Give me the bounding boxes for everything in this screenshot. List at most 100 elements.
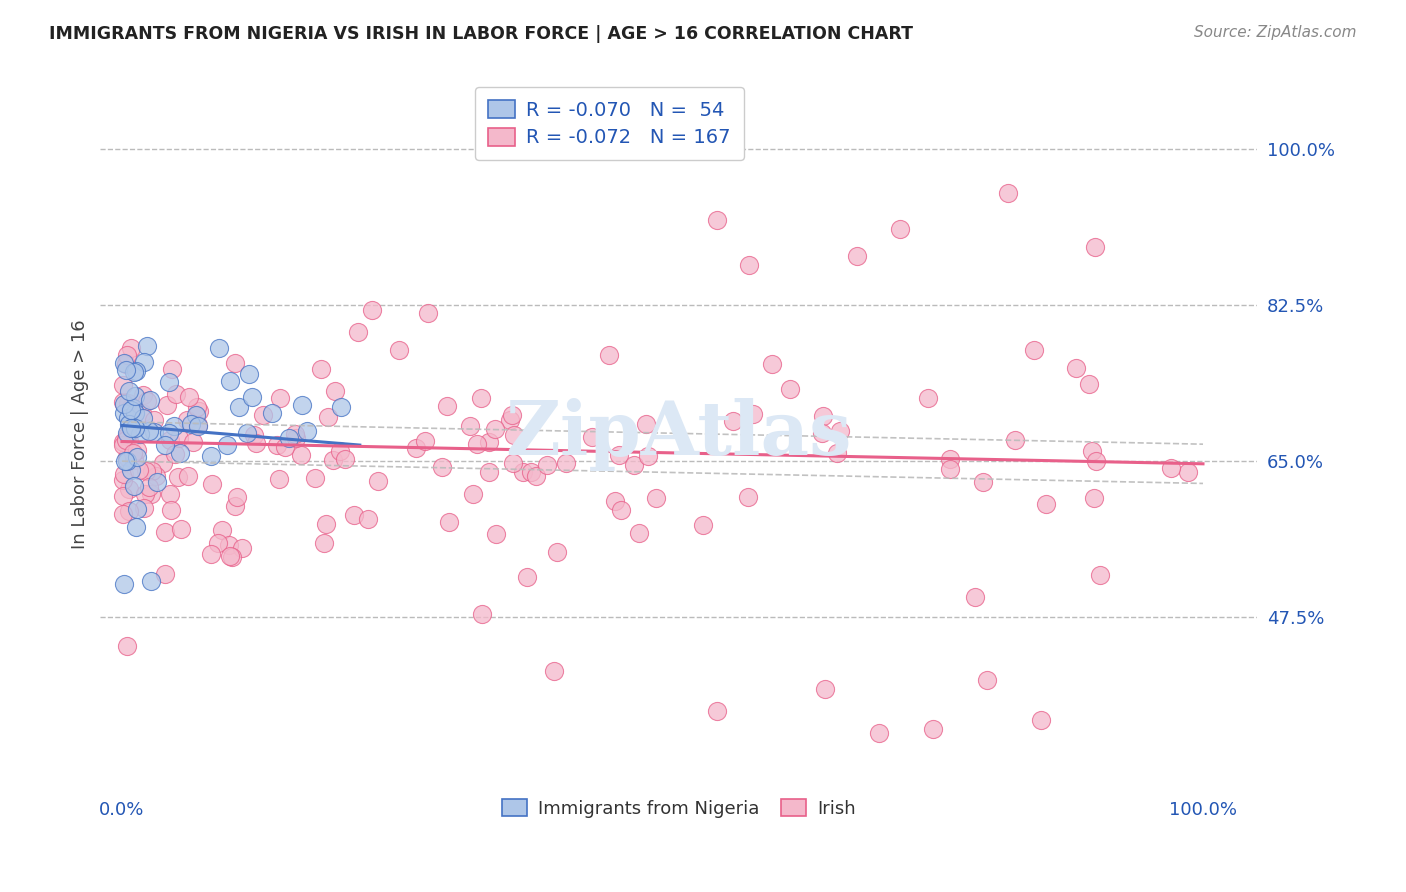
Point	[266, 438, 288, 452]
Point	[112, 435, 135, 450]
Point	[179, 390, 201, 404]
Point	[463, 487, 485, 501]
Point	[125, 363, 148, 377]
Point	[136, 338, 159, 352]
Point	[405, 441, 427, 455]
Point	[309, 362, 332, 376]
Point	[868, 726, 890, 740]
Point	[169, 446, 191, 460]
Point	[138, 480, 160, 494]
Point	[546, 544, 568, 558]
Point	[503, 428, 526, 442]
Point	[166, 470, 188, 484]
Point	[1081, 443, 1104, 458]
Point	[598, 348, 620, 362]
Point	[112, 507, 135, 521]
Point	[811, 425, 834, 440]
Point	[118, 384, 141, 398]
Point	[284, 426, 307, 441]
Point	[1022, 343, 1045, 358]
Point	[1029, 713, 1052, 727]
Point	[1064, 361, 1087, 376]
Point	[125, 442, 148, 457]
Point	[122, 479, 145, 493]
Point	[112, 489, 135, 503]
Point	[1160, 461, 1182, 475]
Point	[814, 681, 837, 696]
Point	[121, 445, 143, 459]
Point	[170, 522, 193, 536]
Point	[112, 577, 135, 591]
Point	[120, 463, 142, 477]
Point	[543, 664, 565, 678]
Point	[243, 428, 266, 442]
Point	[112, 473, 135, 487]
Point	[207, 536, 229, 550]
Point	[436, 400, 458, 414]
Point	[692, 518, 714, 533]
Point	[252, 408, 274, 422]
Point	[939, 452, 962, 467]
Point	[186, 401, 208, 415]
Point	[478, 465, 501, 479]
Point	[240, 390, 263, 404]
Point	[200, 547, 222, 561]
Point	[115, 639, 138, 653]
Point	[723, 414, 745, 428]
Point	[278, 431, 301, 445]
Point	[128, 427, 150, 442]
Point	[478, 434, 501, 449]
Point	[112, 377, 135, 392]
Point	[132, 501, 155, 516]
Point	[260, 406, 283, 420]
Point	[120, 402, 142, 417]
Point	[304, 471, 326, 485]
Point	[211, 524, 233, 538]
Point	[524, 469, 547, 483]
Point	[118, 434, 141, 448]
Point	[155, 524, 177, 539]
Point	[180, 417, 202, 431]
Point	[555, 457, 578, 471]
Point	[112, 467, 135, 482]
Point	[471, 607, 494, 621]
Point	[218, 538, 240, 552]
Point	[165, 387, 187, 401]
Point	[1083, 491, 1105, 505]
Point	[605, 493, 627, 508]
Point	[484, 527, 506, 541]
Point	[343, 508, 366, 522]
Point	[114, 357, 136, 371]
Point	[117, 396, 139, 410]
Point	[112, 438, 135, 452]
Point	[135, 464, 157, 478]
Point	[112, 406, 135, 420]
Point	[155, 438, 177, 452]
Point	[846, 249, 869, 263]
Point	[141, 574, 163, 588]
Point	[741, 407, 763, 421]
Point	[484, 422, 506, 436]
Point	[972, 475, 994, 490]
Point	[501, 408, 523, 422]
Point	[187, 403, 209, 417]
Point	[132, 355, 155, 369]
Point	[157, 375, 180, 389]
Point	[224, 356, 246, 370]
Point	[115, 450, 138, 464]
Point	[236, 425, 259, 440]
Point	[536, 458, 558, 472]
Point	[430, 460, 453, 475]
Point	[115, 363, 138, 377]
Point	[811, 409, 834, 423]
Point	[291, 399, 314, 413]
Point	[114, 454, 136, 468]
Point	[645, 491, 668, 506]
Point	[329, 443, 352, 458]
Point	[162, 362, 184, 376]
Point	[610, 503, 633, 517]
Point	[131, 388, 153, 402]
Point	[120, 400, 142, 414]
Point	[231, 541, 253, 555]
Point	[627, 525, 650, 540]
